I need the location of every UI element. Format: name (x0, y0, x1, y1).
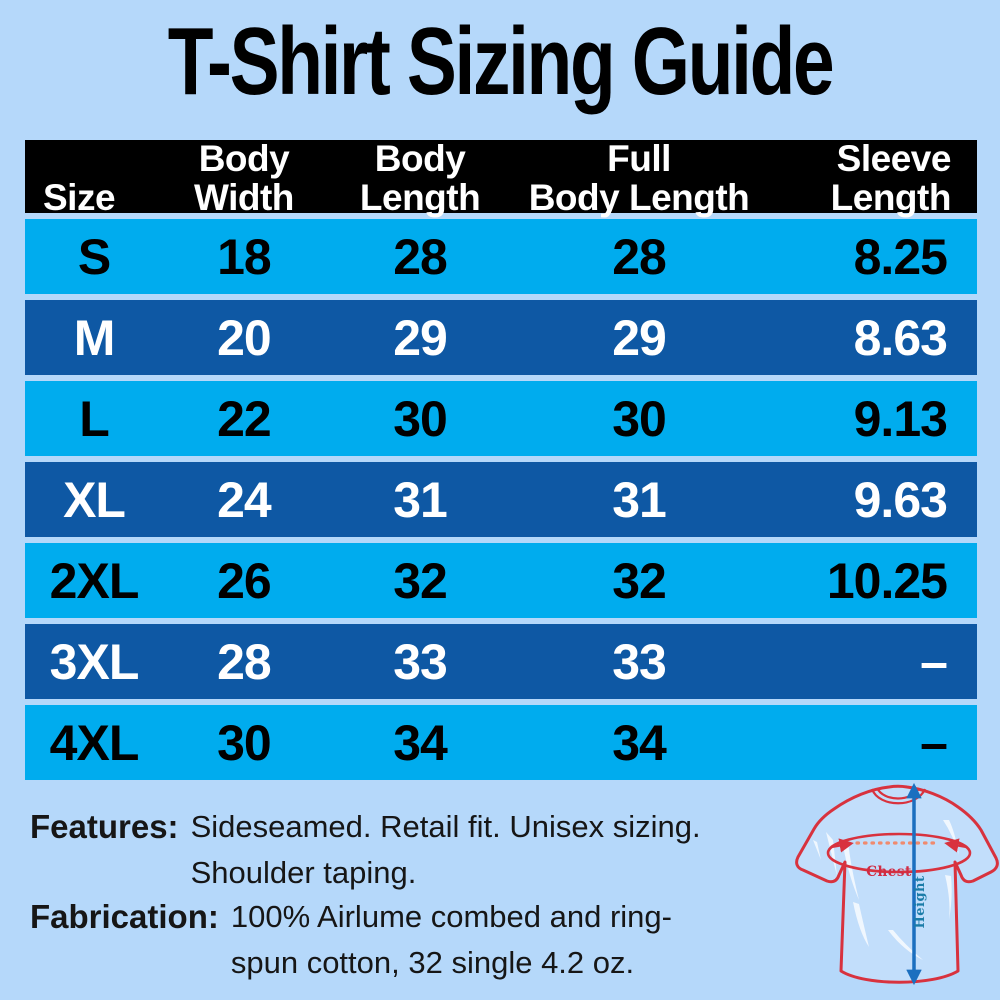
features-text: Sideseamed. Retail fit. Unisex sizing. Sh… (190, 809, 701, 890)
fabrication-label: Fabrication: (30, 898, 219, 935)
header-sleeve-length: Sleeve Length (830, 138, 952, 218)
tshirt-outline-icon (795, 784, 999, 984)
table-row-m: M 20 29 29 8.63 (25, 300, 977, 375)
header-body-length: Body Length (359, 138, 481, 218)
fabrication-text: 100% Airlume combed and ring-spun cotton… (230, 899, 672, 980)
header-size: Size (43, 176, 116, 218)
fabric-highlight-streaks (813, 820, 959, 960)
table-row-l: L 22 30 30 9.13 (25, 381, 977, 456)
chest-label: Chest (866, 864, 912, 880)
table-row-4xl: 4XL 30 34 34 – (25, 705, 977, 780)
table-row-2xl: 2XL 26 32 32 10.25 (25, 543, 977, 618)
title-wrap: T-Shirt Sizing Guide (0, 12, 1000, 112)
chest-arrow-right-icon (944, 838, 968, 853)
table-row-xl: XL 24 31 31 9.63 (25, 462, 977, 537)
chest-arrow-left-icon (830, 838, 854, 853)
collar-icon (870, 788, 927, 805)
tshirt-measurement-diagram: Chest Height (795, 782, 999, 986)
page-title: T-Shirt Sizing Guide (167, 8, 835, 115)
height-label: Height (913, 875, 928, 928)
sizing-table: Size Body Width Body Length Full Body Lengt… (25, 139, 977, 780)
features-paragraph: Features: Sideseamed. Retail fit. Unisex… (30, 804, 810, 896)
header-full-body-length: Full Body Length (528, 138, 750, 218)
header-body-width: Body Width (193, 138, 294, 218)
features-label: Features: (30, 808, 179, 845)
table-row-3xl: 3XL 28 33 33 – (25, 624, 977, 699)
table-row-s: S 18 28 28 8.25 (25, 219, 977, 294)
fabrication-paragraph: Fabrication: 100% Airlume combed and rin… (30, 894, 810, 986)
table-header-row: Size Body Width Body Length Full Body Lengt… (25, 139, 977, 217)
chest-measure-ellipse (826, 832, 972, 874)
